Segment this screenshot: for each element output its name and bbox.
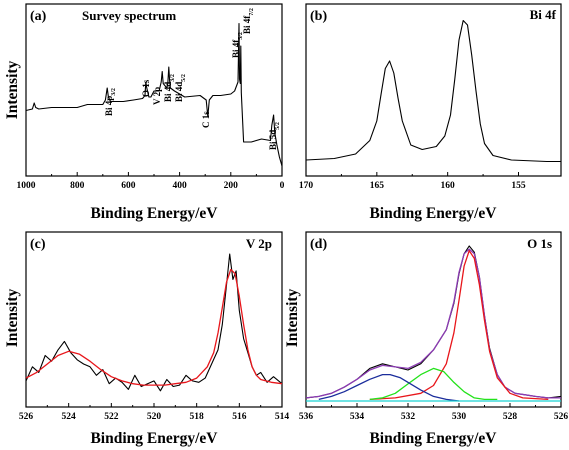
annot-bi5d52: Bi 5d5/2 (268, 122, 281, 150)
annot-bi4f72-sub: 7/2 (249, 8, 255, 16)
annot-bi4f72: Bi 4f7/2 (242, 8, 255, 34)
annot-bi4d52-text: Bi 4d (174, 82, 184, 102)
panel-d-series-component-532-7-ev (318, 373, 460, 402)
panel-c-series-raw (25, 253, 283, 392)
panel-a-x-ticks: 1000 800 600 400 200 0 (17, 172, 285, 191)
annot-bi4d52: Bi 4d5/2 (174, 74, 187, 102)
panel-b: (b) Bi 4f 170 165 160 155 Binding Energy/eV (299, 3, 562, 222)
panel-a-ylabel: Intensity (4, 60, 21, 119)
panel-a-x-tick-label: 200 (224, 181, 239, 191)
panel-d: (d) O 1s 536 534 532 530 528 526 Binding Ener… (284, 231, 569, 447)
panel-c: (c) V 2p 526 524 522 520 518 516 514 Binding E… (4, 231, 290, 447)
panel-a-series-spectrum (25, 22, 283, 167)
panel-c-x-tick-label: 522 (104, 412, 119, 422)
annot-c1s: C 1s (201, 111, 211, 128)
panel-d-series-component-529-6-ev (369, 250, 549, 401)
panel-b-xlabel: Binding Energy/eV (369, 205, 497, 222)
panel-c-x-tick-label: 524 (62, 412, 77, 422)
panel-d-x-tick-label: 530 (452, 412, 467, 422)
annot-bi4f52-sub: 5/2 (238, 32, 244, 40)
panel-c-xlabel: Binding Energy/eV (90, 430, 218, 447)
annot-v2p: V 2p (152, 87, 162, 105)
panel-d-title: O 1s (527, 236, 552, 251)
panel-a-x-tick-label: 600 (121, 181, 136, 191)
panel-d-plot (305, 245, 562, 402)
panel-c-x-ticks: 526 524 522 520 518 516 514 (19, 403, 290, 422)
annot-bi4d32: Bi 4d3/2 (163, 74, 176, 102)
panel-b-plot (305, 19, 561, 163)
annot-o1s: O 1s (141, 79, 151, 97)
panel-b-x-tick-label: 160 (441, 181, 456, 191)
panel-c-ylabel: Intensity (4, 288, 21, 347)
panel-d-x-tick-label: 534 (350, 412, 365, 422)
panel-c-x-tick-label: 520 (147, 412, 162, 422)
panel-b-x-tick-label: 155 (511, 181, 526, 191)
panel-c-x-tick-label: 526 (19, 412, 34, 422)
panel-a-x-tick-label: 0 (280, 181, 285, 191)
panel-d-x-tick-label: 528 (503, 412, 518, 422)
panel-b-frame (305, 3, 562, 177)
panel-d-x-tick-label: 536 (299, 412, 314, 422)
panel-d-x-tick-label: 532 (401, 412, 416, 422)
panel-b-letter: (b) (310, 9, 327, 24)
panel-d-x-tick-label: 526 (554, 412, 569, 422)
annot-bi4p32-text: Bi 4p (104, 96, 114, 116)
annot-bi4f52-text: Bi 4f (231, 39, 241, 58)
panel-a: (a) Survey spectrum 1000 800 600 400 200 0 Bi… (4, 3, 285, 222)
panel-c-series-fit (25, 268, 283, 386)
annot-bi4d32-sub: 3/2 (170, 74, 176, 82)
panel-d-frame (305, 231, 562, 408)
panel-a-x-tick-label: 1000 (17, 181, 36, 191)
annot-bi5d52-text: Bi 5d (268, 130, 278, 150)
panel-a-x-tick-label: 400 (172, 181, 187, 191)
panel-d-xlabel: Binding Energy/eV (369, 430, 497, 447)
panel-c-title: V 2p (246, 236, 272, 251)
panel-d-letter: (d) (310, 237, 327, 252)
panel-c-letter: (c) (30, 237, 46, 252)
annot-bi4f72-text: Bi 4f (242, 15, 252, 34)
panel-d-series-raw (305, 245, 562, 399)
panel-a-xlabel: Binding Energy/eV (90, 205, 218, 222)
panel-c-x-tick-label: 514 (275, 412, 290, 422)
panel-b-x-ticks: 170 165 160 155 (299, 172, 526, 191)
panel-b-series-spectrum (305, 19, 561, 163)
annot-bi4d52-sub: 5/2 (181, 74, 187, 82)
panel-a-x-tick-label: 800 (70, 181, 85, 191)
panel-a-letter: (a) (30, 9, 47, 24)
annot-bi4p32: Bi 4p3/2 (104, 88, 117, 116)
panel-d-x-ticks: 536 534 532 530 528 526 (299, 403, 569, 422)
panel-c-x-tick-label: 518 (190, 412, 205, 422)
panel-b-x-tick-label: 165 (370, 181, 385, 191)
panel-b-title: Bi 4f (530, 7, 557, 22)
annot-bi4d32-text: Bi 4d (163, 82, 173, 102)
panel-a-title: Survey spectrum (82, 8, 176, 23)
annot-bi5d52-sub: 5/2 (275, 122, 281, 130)
panel-c-x-tick-label: 516 (232, 412, 247, 422)
panel-d-ylabel: Intensity (284, 288, 301, 347)
panel-a-plot (25, 22, 283, 167)
panel-c-plot (25, 253, 283, 392)
panel-d-series-envelope (305, 248, 561, 399)
panel-d-series-component-531-0-ev (369, 367, 498, 401)
annot-bi4p32-sub: 3/2 (111, 88, 117, 96)
annot-bi4f52: Bi 4f5/2 (231, 32, 244, 58)
panel-b-x-tick-label: 170 (299, 181, 314, 191)
